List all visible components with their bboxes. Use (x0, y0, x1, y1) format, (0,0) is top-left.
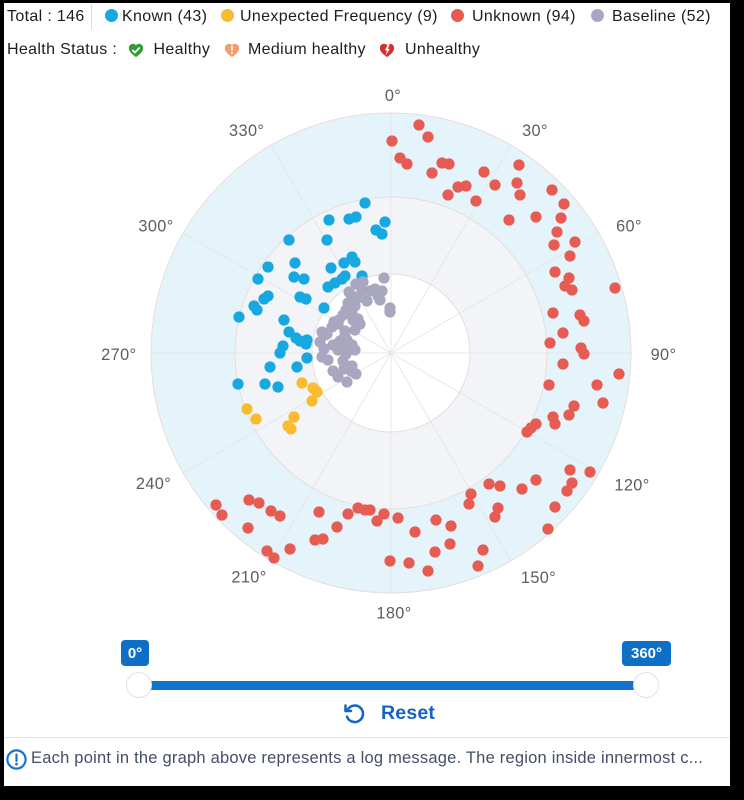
svg-text:270°: 270° (101, 346, 136, 364)
svg-text:90°: 90° (651, 346, 677, 364)
svg-text:0°: 0° (385, 87, 401, 105)
svg-text:240°: 240° (136, 475, 171, 493)
svg-text:150°: 150° (521, 569, 556, 587)
svg-text:120°: 120° (614, 477, 649, 495)
svg-text:210°: 210° (231, 568, 266, 586)
svg-text:300°: 300° (138, 218, 173, 236)
svg-text:330°: 330° (229, 122, 264, 140)
svg-text:30°: 30° (522, 122, 548, 140)
svg-text:180°: 180° (376, 605, 411, 623)
svg-text:60°: 60° (616, 218, 642, 236)
